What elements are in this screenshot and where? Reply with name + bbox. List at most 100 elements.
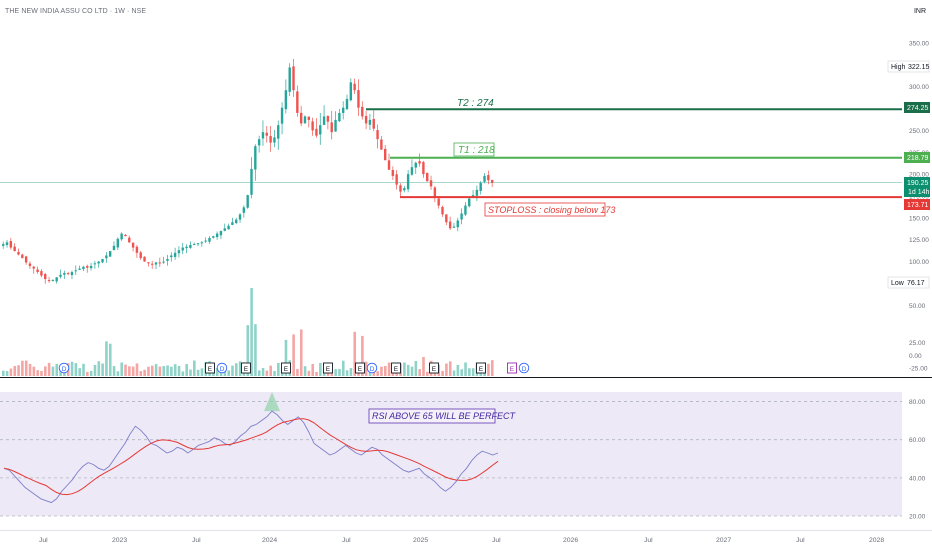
candle-body — [170, 255, 173, 258]
volume-bar — [265, 370, 269, 376]
volume-bar — [131, 366, 135, 376]
rsi-tick: 80.00 — [909, 399, 926, 406]
volume-bar — [471, 368, 475, 376]
candle-body — [250, 168, 253, 195]
target-1-label[interactable]: T1 : 218 — [458, 145, 495, 156]
volume-bar — [124, 364, 127, 376]
volume-bar — [380, 366, 383, 376]
candle-body — [105, 255, 108, 259]
rsi-tick: 40.00 — [909, 475, 926, 482]
price-tick: 200.00 — [909, 172, 929, 179]
time-tick: 2026 — [563, 537, 578, 544]
candle-body — [162, 261, 165, 263]
candle-body — [341, 107, 345, 113]
candle-body — [147, 262, 150, 264]
volume-bar — [13, 366, 17, 376]
price-tick: -25.00 — [909, 366, 928, 373]
volume-bar — [441, 370, 444, 376]
candle-body — [376, 130, 379, 140]
candle-body — [196, 243, 200, 245]
candle-body — [364, 116, 368, 124]
volume-bar — [2, 370, 5, 376]
candle-body — [128, 237, 131, 243]
candle-body — [326, 116, 330, 122]
rsi-overbought-fill — [264, 392, 281, 412]
candle-body — [55, 277, 58, 282]
candle-body — [361, 106, 364, 117]
volume-bar — [299, 329, 303, 376]
candle-body — [124, 234, 127, 237]
candle-body — [82, 266, 85, 270]
stoploss-price-tag: 173.71 — [904, 199, 930, 210]
volume-bar — [277, 362, 280, 376]
time-tick: Jul — [492, 537, 501, 544]
candle-body — [322, 116, 326, 125]
candle-body — [418, 161, 421, 164]
candle-body — [44, 274, 47, 280]
time-axis[interactable]: Jul 2023 Jul 2024 Jul 2025 Jul 2026 Jul 2027 Jul 20… — [39, 537, 884, 544]
price-tick: 25.00 — [909, 340, 926, 347]
candle-body — [89, 265, 93, 269]
candle-body — [345, 98, 349, 110]
candle-body — [212, 236, 215, 238]
candle-body — [242, 207, 246, 213]
candle-body — [5, 242, 9, 245]
volume-bar — [116, 371, 120, 376]
candle-body — [227, 225, 230, 230]
candle-body — [200, 242, 204, 244]
volume-bar — [135, 363, 139, 376]
candle-body — [372, 118, 375, 129]
price-tick: 350.00 — [909, 41, 929, 48]
volume-bar — [97, 361, 101, 376]
volume-bar — [319, 362, 322, 376]
stoploss-label[interactable]: STOPLOSS : closing below 173 — [488, 205, 615, 215]
volume-bar — [460, 369, 463, 376]
volume-bar — [464, 362, 467, 376]
earnings-marker — [429, 362, 439, 374]
volume-bar — [21, 360, 24, 376]
earnings-marker — [391, 362, 401, 374]
candle-body — [189, 244, 192, 248]
candle-body — [32, 266, 35, 269]
rsi-note[interactable]: RSI ABOVE 65 WILL BE PERFECT — [372, 411, 517, 421]
volume-bar — [284, 339, 288, 376]
candle-body — [231, 222, 234, 225]
volume-bar — [105, 341, 108, 376]
candle-body — [475, 189, 479, 196]
candle-body — [135, 246, 139, 253]
volume-bar — [410, 366, 414, 376]
candle-body — [261, 132, 265, 139]
candle-body — [487, 175, 490, 181]
earnings-marker — [476, 362, 486, 374]
volume-bar — [433, 371, 437, 376]
volume-bar — [196, 369, 200, 376]
earnings-marker — [323, 362, 333, 374]
earnings-marker — [507, 362, 517, 374]
candle-body — [78, 268, 81, 270]
volume-bar — [162, 366, 166, 376]
candle-body — [384, 148, 387, 161]
earnings-marker-label: E — [479, 366, 484, 373]
rsi-note-box — [368, 408, 496, 424]
rsi-line — [3, 410, 499, 504]
target-2-label[interactable]: T2 : 274 — [457, 98, 494, 109]
candle-body — [391, 170, 395, 176]
volume-bar — [418, 369, 421, 376]
candle-body — [353, 83, 356, 91]
candle-body — [319, 125, 322, 135]
volume-bar — [341, 360, 345, 376]
time-tick: Jul — [644, 537, 653, 544]
svg-text:274.25: 274.25 — [907, 105, 929, 112]
volume-bar — [150, 365, 154, 376]
rsi-axis[interactable]: 80.00 60.00 40.00 20.00 — [909, 399, 926, 520]
dividend-marker — [366, 362, 378, 374]
volume-bar — [227, 370, 230, 376]
candle-body — [349, 82, 353, 101]
candle-body — [254, 146, 257, 170]
volume-bar — [296, 369, 299, 376]
volume-bar — [112, 366, 116, 376]
volume-bar — [338, 368, 341, 376]
candle-body — [2, 244, 5, 246]
rsi-tick: 60.00 — [909, 437, 926, 444]
